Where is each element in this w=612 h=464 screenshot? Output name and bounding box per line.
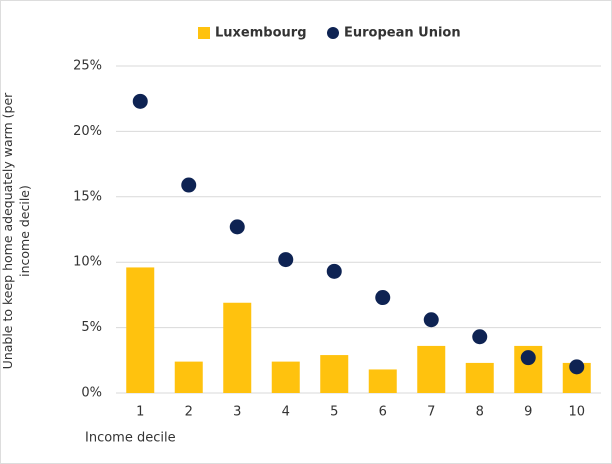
point [375,290,391,306]
point [132,93,148,109]
x-axis-label: Income decile [85,431,176,446]
point [326,263,342,279]
y-tick-label: 20% [73,124,102,139]
point [181,177,197,193]
point [229,219,245,235]
bar [271,361,300,393]
x-tick-label: 6 [379,405,387,420]
bar [126,267,155,393]
y-tick-label: 10% [73,255,102,270]
x-tick-label: 3 [233,405,241,420]
point [423,312,439,328]
x-tick-label: 10 [568,405,585,420]
point [569,359,585,375]
y-tick-label: 15% [73,189,102,204]
x-tick-label: 5 [330,405,338,420]
point [472,329,488,345]
bar [368,369,397,393]
bar [417,345,446,393]
point [520,350,536,366]
x-tick-label: 9 [524,405,532,420]
bar [320,355,349,393]
legend-marker [327,27,339,39]
x-tick-label: 4 [282,405,290,420]
bar [223,302,252,393]
y-tick-label: 5% [81,320,102,335]
bar [174,361,203,393]
x-tick-label: 1 [136,405,144,420]
x-tick-label: 7 [427,405,435,420]
y-tick-label: 0% [81,386,102,401]
x-tick-label: 2 [185,405,193,420]
y-axis-label: Unable to keep home adequately warm (per… [0,92,32,370]
legend-label: European Union [344,26,461,41]
legend-label: Luxembourg [215,26,307,41]
bar [465,362,494,393]
y-tick-label: 25% [73,59,102,74]
point [278,252,294,268]
x-tick-label: 8 [476,405,484,420]
legend-marker [198,27,210,39]
